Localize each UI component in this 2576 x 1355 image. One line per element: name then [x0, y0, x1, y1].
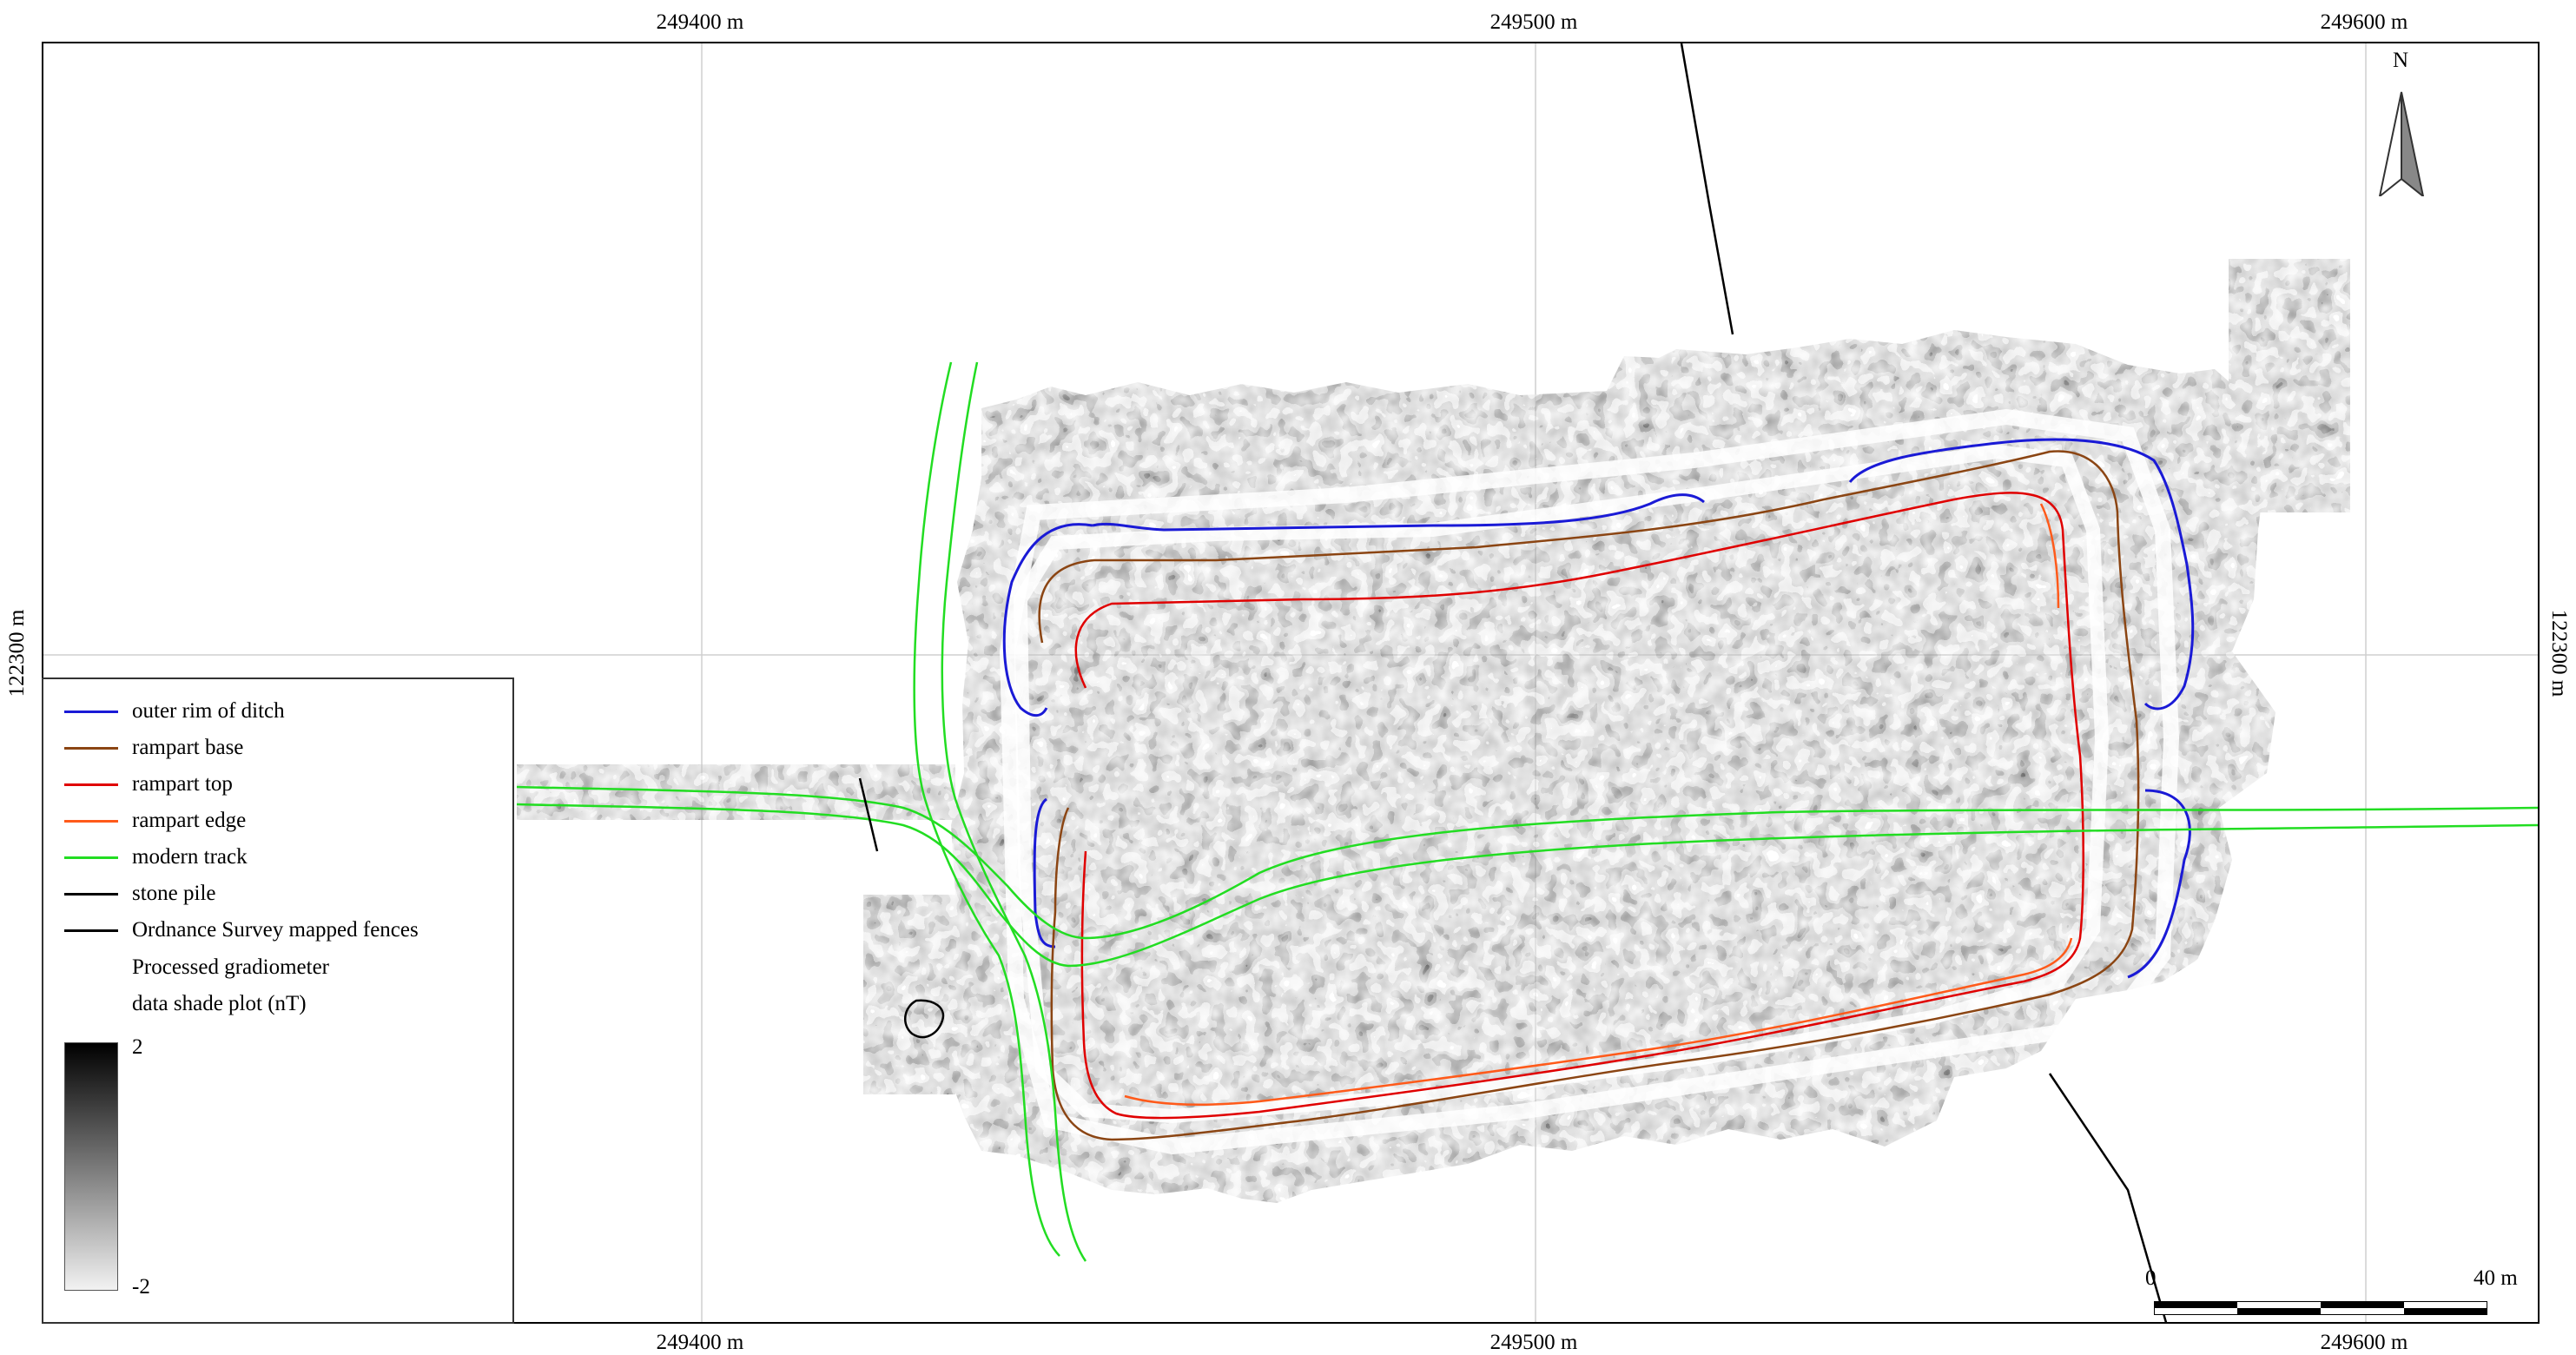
legend-swatch: [64, 856, 118, 859]
legend-swatch: [64, 929, 118, 932]
map-canvas[interactable]: [43, 43, 2540, 1324]
axis-bottom-label-1: 249400 m: [656, 1331, 744, 1354]
stone-pile: [904, 999, 945, 1039]
outer-rim-of-ditch: [1002, 438, 2195, 979]
legend-raster-title-2: data shade plot (nT): [132, 992, 307, 1015]
map-legend: outer rim of ditch rampart base rampart …: [42, 678, 514, 1324]
legend-swatch: [64, 783, 118, 786]
modern-track: [516, 361, 2538, 1262]
legend-swatch: [64, 710, 118, 713]
axis-bottom-label-3: 249600 m: [2320, 1331, 2408, 1354]
legend-item-rampart-base: rampart base: [64, 735, 243, 761]
scale-start-label: 0: [2145, 1266, 2157, 1290]
scale-bar: [2154, 1301, 2487, 1315]
axis-right-label: 122300 m: [2547, 609, 2571, 697]
axis-top-label-2: 249500 m: [1489, 10, 1578, 34]
axis-left-label: 122300 m: [5, 609, 29, 697]
legend-label: Ordnance Survey mapped fences: [132, 918, 419, 942]
legend-swatch: [64, 819, 118, 823]
north-arrow-label: N: [2393, 49, 2409, 72]
legend-item-fences: Ordnance Survey mapped fences: [64, 917, 419, 943]
legend-item-modern-track: modern track: [64, 844, 248, 870]
legend-label: modern track: [132, 845, 248, 869]
legend-label: outer rim of ditch: [132, 699, 285, 723]
os-mapped-fences: [858, 43, 2168, 1322]
axis-top-label-1: 249400 m: [656, 10, 744, 34]
legend-item-stone-pile: stone pile: [64, 881, 216, 907]
axis-bottom-label-2: 249500 m: [1489, 1331, 1578, 1354]
north-arrow-icon: [2378, 91, 2425, 196]
legend-grayscale-ramp: [64, 1042, 118, 1291]
legend-item-ditch: outer rim of ditch: [64, 698, 285, 724]
legend-label: stone pile: [132, 882, 216, 905]
legend-ramp-max: 2: [132, 1035, 143, 1059]
legend-item-rampart-edge: rampart edge: [64, 808, 246, 834]
legend-label: rampart top: [132, 772, 233, 796]
legend-swatch: [64, 746, 118, 750]
legend-swatch: [64, 892, 118, 896]
rampart-edge: [1124, 503, 2073, 1107]
legend-raster-title-1: Processed gradiometer: [132, 955, 330, 979]
legend-label: rampart base: [132, 736, 244, 759]
legend-label: rampart edge: [132, 809, 247, 832]
axis-top-label-3: 249600 m: [2320, 10, 2408, 34]
rampart-base: [1038, 450, 2140, 1141]
legend-ramp-min: -2: [132, 1275, 150, 1299]
legend-item-rampart-top: rampart top: [64, 771, 233, 797]
scale-end-label: 40 m: [2474, 1266, 2518, 1290]
rampart-top: [1074, 492, 2084, 1120]
